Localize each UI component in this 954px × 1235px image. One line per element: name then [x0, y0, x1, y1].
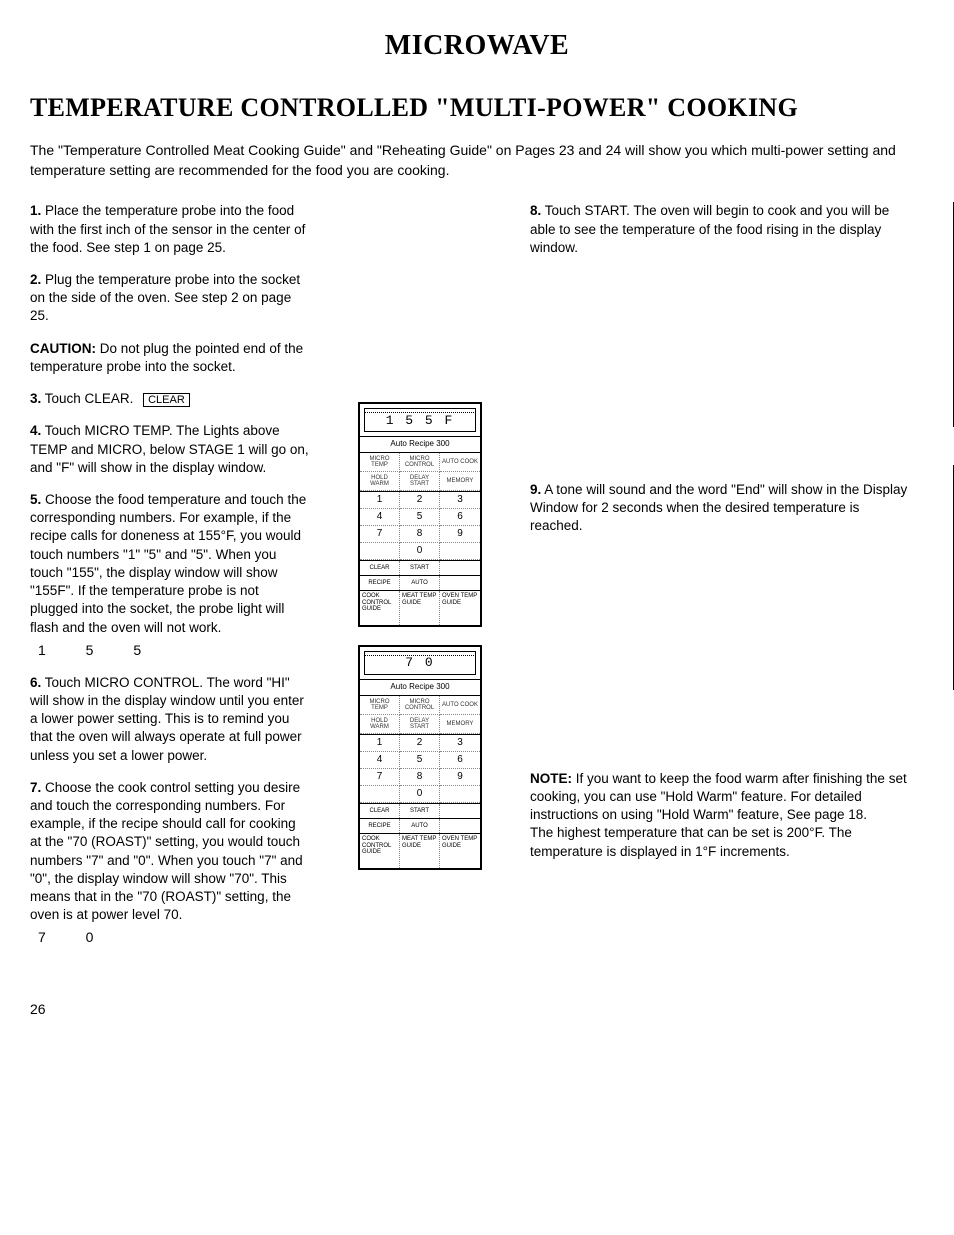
- step-8: 8. Touch START. The oven will begin to c…: [530, 202, 910, 257]
- content-columns: 1. Place the temperature probe into the …: [30, 202, 924, 961]
- step-7: 7. Choose the cook control setting you d…: [30, 779, 310, 948]
- note: NOTE: If you want to keep the food warm …: [530, 770, 910, 861]
- left-column: 1. Place the temperature probe into the …: [30, 202, 310, 961]
- control-panel-diagram-155: 1 5 5 F Auto Recipe 300 MICRO TEMPMICRO …: [358, 402, 482, 627]
- step-7-keys: 7 0: [30, 928, 310, 947]
- page-number: 26: [30, 1001, 924, 1017]
- step-2: 2. Plug the temperature probe into the s…: [30, 271, 310, 326]
- caution: CAUTION: Do not plug the pointed end of …: [30, 340, 310, 376]
- control-panel-diagram-70: 7 0 Auto Recipe 300 MICRO TEMPMICRO CONT…: [358, 645, 482, 870]
- func-grid: MICRO TEMPMICRO CONTROLAUTO COOK HOLD WA…: [360, 453, 480, 492]
- step-5-keys: 1 5 5: [30, 641, 310, 660]
- step-6: 6. Touch MICRO CONTROL. The word "HI" wi…: [30, 674, 310, 765]
- intro-text: The "Temperature Controlled Meat Cooking…: [30, 141, 924, 180]
- mid-diagram-column: 1 5 5 F Auto Recipe 300 MICRO TEMPMICRO …: [340, 202, 500, 961]
- step-1: 1. Place the temperature probe into the …: [30, 202, 310, 257]
- keypad: 123 456 789 0: [360, 492, 480, 561]
- lcd-display: 1 5 5 F: [364, 408, 476, 432]
- right-text-column: 8. Touch START. The oven will begin to c…: [530, 202, 910, 961]
- step-9: 9. A tone will sound and the word "End" …: [530, 481, 910, 536]
- step-5: 5. Choose the food temperature and touch…: [30, 491, 310, 660]
- section-title: TEMPERATURE CONTROLLED "MULTI-POWER" COO…: [30, 92, 924, 123]
- step-3: 3. Touch CLEAR. CLEAR: [30, 390, 310, 408]
- auto-recipe-label: Auto Recipe 300: [360, 437, 480, 453]
- lcd-display: 7 0: [364, 651, 476, 675]
- step-4: 4. Touch MICRO TEMP. The Lights above TE…: [30, 422, 310, 477]
- page-title: MICROWAVE: [30, 30, 924, 62]
- right-diagram-column: 1 5 5 F Auto Recipe 300 MICRO TEMPMICRO …: [940, 202, 954, 961]
- clear-button-icon: CLEAR: [143, 393, 190, 407]
